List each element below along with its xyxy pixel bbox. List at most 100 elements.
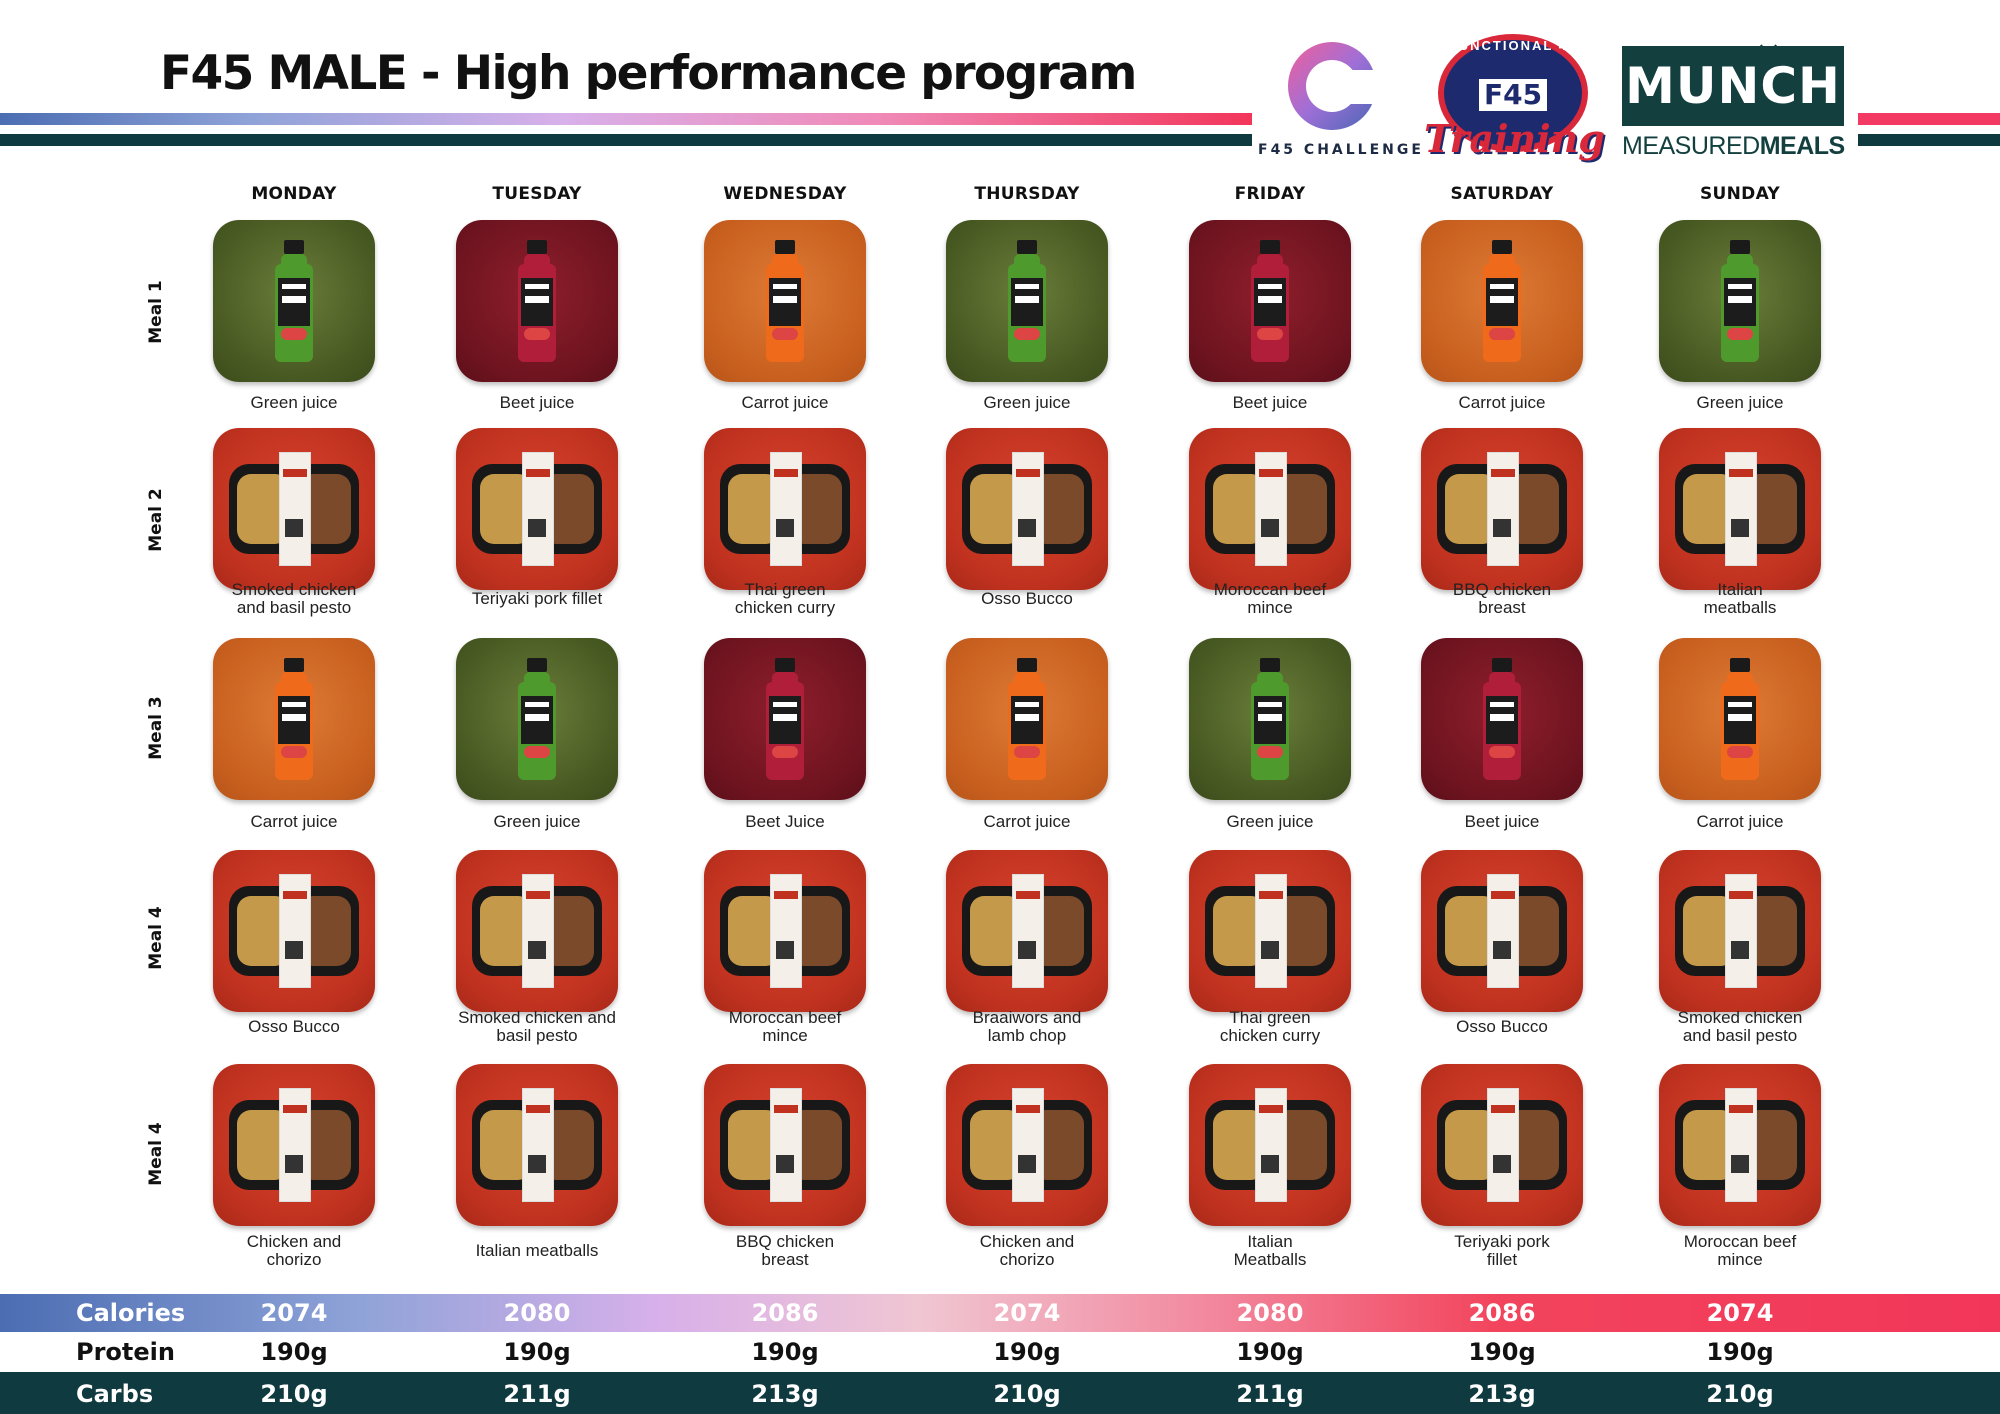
meal-tile [456, 850, 618, 1012]
calories-value: 2080 [1236, 1299, 1304, 1327]
meal-tray-icon [720, 874, 850, 988]
juice-tile [1659, 638, 1821, 800]
juice-tile [1189, 638, 1351, 800]
juice-bottle-icon [766, 658, 804, 780]
meal-tile [1189, 428, 1351, 590]
meal-tile [704, 850, 866, 1012]
protein-value: 190g [1706, 1338, 1774, 1366]
day-header-wednesday: WEDNESDAY [723, 184, 847, 204]
juice-tile [946, 220, 1108, 382]
meal-caption: Moroccan beef mince [1683, 1232, 1797, 1269]
juice-tile [213, 220, 375, 382]
juice-tile [456, 220, 618, 382]
calories-value: 2086 [1468, 1299, 1536, 1327]
calories-value: 2074 [1706, 1299, 1774, 1327]
meal-caption: Chicken and chorizo [246, 1232, 342, 1269]
meal-tray-icon [1437, 1088, 1567, 1202]
meal-tray-icon [720, 1088, 850, 1202]
meal-tray-icon [1675, 1088, 1805, 1202]
meal-tile [946, 1064, 1108, 1226]
meal-caption: Teriyaki pork fillet [1454, 1232, 1550, 1269]
juice-bottle-icon [1483, 658, 1521, 780]
munch-logo: MUNCH MEASUREDMEALS [1620, 37, 1850, 164]
meal-tray-icon [1205, 874, 1335, 988]
meal-caption: Beet Juice [745, 812, 825, 831]
carbs-value: 211g [503, 1380, 571, 1408]
meal-caption: Carrot juice [1696, 812, 1784, 831]
meal-caption: Thai green chicken curry [1219, 1008, 1321, 1045]
protein-label: Protein [76, 1338, 175, 1366]
meal-caption: Braaiwors and lamb chop [972, 1008, 1082, 1045]
meal-tile [213, 850, 375, 1012]
meal-caption: Moroccan beef mince [728, 1008, 842, 1045]
juice-tile [1189, 220, 1351, 382]
day-header-friday: FRIDAY [1234, 184, 1306, 204]
juice-bottle-icon [275, 240, 313, 362]
juice-bottle-icon [1721, 240, 1759, 362]
day-header-tuesday: TUESDAY [492, 184, 582, 204]
meal-caption: Smoked chicken and basil pesto [458, 1008, 616, 1045]
calories-value: 2086 [751, 1299, 819, 1327]
meal-tile [1659, 428, 1821, 590]
meal-tile [1189, 850, 1351, 1012]
day-header-monday: MONDAY [251, 184, 337, 204]
meal-tray-icon [1675, 874, 1805, 988]
page-title: F45 MALE - High performance program [160, 46, 1137, 101]
meal-tray-icon [472, 452, 602, 566]
meal-tile [704, 428, 866, 590]
meal-tile [213, 1064, 375, 1226]
calories-value: 2074 [993, 1299, 1061, 1327]
meal-tray-icon [1205, 452, 1335, 566]
protein-value: 190g [751, 1338, 819, 1366]
meal-tile [1421, 850, 1583, 1012]
meal-caption: Moroccan beef mince [1213, 580, 1327, 617]
meal-caption: Beet juice [499, 393, 575, 412]
juice-bottle-icon [518, 658, 556, 780]
meal-tile [1659, 850, 1821, 1012]
munch-subtitle: MEASUREDMEALS [1622, 132, 1845, 160]
meal-tray-icon [720, 452, 850, 566]
meal-caption: Beet juice [1232, 393, 1308, 412]
meal-caption: Green juice [1226, 812, 1314, 831]
meal-caption: Smoked chicken and basil pesto [1677, 1008, 1803, 1045]
juice-bottle-icon [1251, 240, 1289, 362]
meal-tray-icon [472, 1088, 602, 1202]
meal-tile [456, 428, 618, 590]
juice-tile [1421, 220, 1583, 382]
meal-caption: Chicken and chorizo [979, 1232, 1075, 1269]
juice-tile [704, 638, 866, 800]
juice-tile [1421, 638, 1583, 800]
meal-tile [946, 850, 1108, 1012]
day-header-thursday: THURSDAY [974, 184, 1080, 204]
row-label-5: Meal 4 [146, 1122, 166, 1186]
meal-tile [946, 428, 1108, 590]
calories-label: Calories [76, 1299, 186, 1327]
day-header-saturday: SATURDAY [1450, 184, 1554, 204]
munch-brand: MUNCH [1622, 46, 1844, 126]
meal-tile [213, 428, 375, 590]
meal-caption: BBQ chicken breast [1452, 580, 1552, 617]
meal-tray-icon [1437, 452, 1567, 566]
protein-band: Protein 190g 190g 190g 190g 190g 190g 190g [0, 1336, 2000, 1372]
meal-tile [1189, 1064, 1351, 1226]
meal-tile [704, 1064, 866, 1226]
f45-training-logo: FUNCTIONAL 45 F45 Training [1424, 34, 1605, 172]
calories-band: Calories 2074 2080 2086 2074 2080 2086 2074 [0, 1294, 2000, 1332]
row-label-4: Meal 4 [146, 906, 166, 970]
meal-tray-icon [229, 874, 359, 988]
carbs-value: 213g [1468, 1380, 1536, 1408]
calories-value: 2074 [260, 1299, 328, 1327]
challenge-logo-text: F45 CHALLENGE [1258, 142, 1424, 158]
meal-caption: Osso Bucco [981, 589, 1073, 608]
f45-challenge-logo: F45 CHALLENGE [1258, 38, 1424, 162]
juice-bottle-icon [766, 240, 804, 362]
juice-tile [456, 638, 618, 800]
carbs-label: Carbs [76, 1380, 154, 1408]
header-stripe-gradient [0, 113, 1252, 125]
meal-tile [456, 1064, 618, 1226]
row-label-3: Meal 3 [146, 696, 166, 760]
meal-caption: Carrot juice [983, 812, 1071, 831]
carbs-value: 210g [993, 1380, 1061, 1408]
f45-script-text: Training [1424, 116, 1605, 161]
header-stripe-gradient-right [1858, 113, 2000, 125]
